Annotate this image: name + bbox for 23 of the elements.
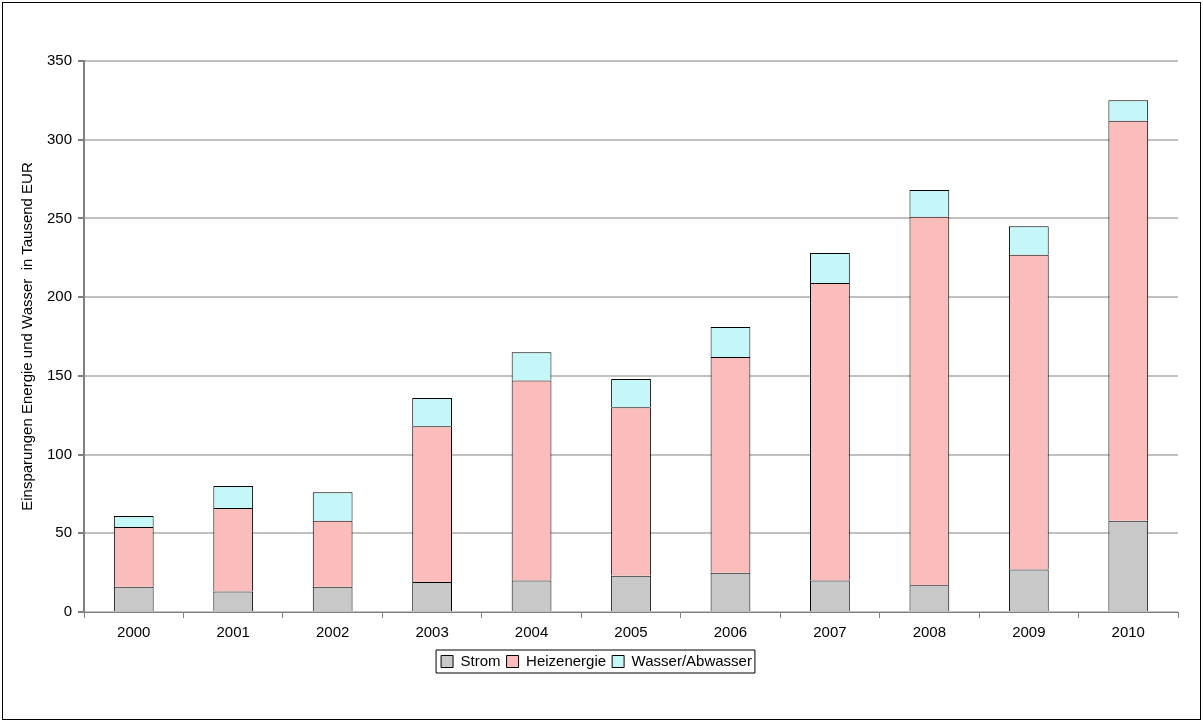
legend-label: Heizenergie <box>526 651 607 669</box>
y-tick-label: 100 <box>47 444 73 462</box>
legend-label: Wasser/Abwasser <box>631 651 752 669</box>
y-tick-label: 200 <box>47 287 73 305</box>
x-tick-label: 2010 <box>1111 623 1145 641</box>
y-tick-label: 150 <box>47 366 73 383</box>
x-tick-label: 2005 <box>614 623 648 641</box>
x-tick-label: 2006 <box>713 623 748 641</box>
x-tick-label: 2007 <box>813 623 847 641</box>
y-tick-label: 0 <box>63 602 73 620</box>
y-tick-label: 300 <box>47 129 73 147</box>
legend-label: Strom <box>460 651 501 669</box>
y-axis-title: Einsparungen Energie und Wasser in Tausend EUR <box>18 162 36 511</box>
x-tick-label: 2008 <box>912 623 947 641</box>
x-tick-label: 2003 <box>415 623 449 641</box>
x-tick-label: 2004 <box>514 623 549 641</box>
x-tick-label: 2000 <box>117 623 151 641</box>
y-tick-label: 350 <box>47 51 73 69</box>
x-tick-label: 2001 <box>216 623 250 641</box>
y-tick-label: 250 <box>47 208 73 226</box>
x-tick-label: 2002 <box>315 623 350 641</box>
y-tick-label: 50 <box>55 523 73 541</box>
x-tick-label: 2009 <box>1012 623 1046 641</box>
